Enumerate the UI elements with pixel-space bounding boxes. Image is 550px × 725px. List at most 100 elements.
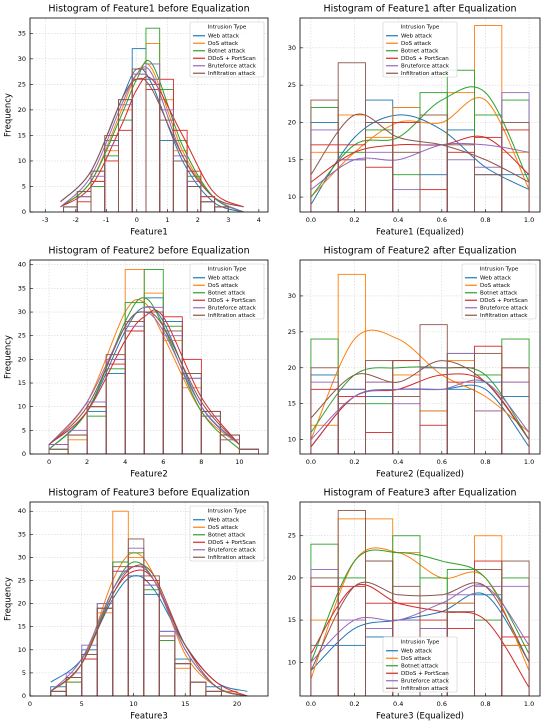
hist-bin	[474, 585, 503, 696]
hist-bin	[76, 201, 92, 212]
y-tick-label: 25	[288, 328, 296, 336]
hist-bin	[86, 410, 107, 454]
hist-bin	[186, 186, 202, 212]
axes-frame	[29, 259, 269, 455]
y-tick-label: 5	[22, 669, 26, 677]
y-tick-label: 25	[288, 81, 296, 89]
hist-bin	[419, 410, 448, 454]
axes-frame	[29, 17, 269, 213]
legend-label: DoS attack	[401, 41, 432, 47]
hist-bin	[76, 196, 92, 212]
y-tick-label: 0	[22, 208, 26, 216]
hist-bin	[419, 114, 448, 212]
legend-label: DDoS + PortScan	[480, 298, 528, 304]
kde-curve	[310, 360, 530, 440]
hist-bin	[104, 155, 119, 212]
hist-bin	[205, 690, 222, 696]
legend-label: Infiltration attack	[480, 313, 528, 319]
x-tick-label: -1	[103, 216, 109, 224]
x-tick-label: 0.8	[480, 216, 490, 224]
hist-bin	[158, 640, 176, 696]
hist-bin	[501, 644, 530, 696]
hist-bin	[124, 269, 145, 454]
x-tick-label: 0.8	[480, 700, 490, 708]
x-tick-label: 0	[135, 216, 139, 224]
legend-title: Intrusion Type	[208, 509, 247, 515]
legend-label: DoS attack	[208, 525, 239, 531]
legend-label: Infiltration attack	[208, 555, 256, 561]
x-tick-label: 6	[161, 458, 165, 466]
plot-area	[310, 25, 530, 212]
hist-bin	[200, 201, 216, 212]
kde-curve	[310, 114, 530, 205]
y-tick-label: 25	[288, 532, 296, 540]
hist-bin	[105, 373, 126, 454]
y-axis-label: Frequency	[4, 577, 14, 621]
hist-bin	[105, 354, 126, 454]
x-tick-label: 0.2	[349, 216, 359, 224]
hist-bin	[501, 381, 530, 454]
hist-bin	[419, 410, 448, 454]
hist-bin	[65, 681, 83, 696]
hist-bin	[63, 206, 78, 212]
hist-bin	[63, 206, 78, 212]
x-tick-label: 0.2	[349, 700, 359, 708]
y-tick-label: 15	[288, 616, 296, 624]
hist-bin	[205, 690, 222, 696]
y-tick-label: 35	[18, 284, 26, 292]
x-tick-label: 4	[123, 458, 127, 466]
hist-bin	[65, 677, 83, 696]
kde-curve	[50, 564, 248, 696]
x-tick-label: 8	[199, 458, 203, 466]
legend-label: Web attack	[401, 648, 433, 654]
hist-bin	[127, 575, 145, 696]
axes-frame	[299, 17, 541, 213]
hist-bin	[50, 690, 67, 696]
hist-bin	[118, 104, 133, 212]
hist-bin	[200, 201, 216, 212]
hist-bin	[189, 681, 207, 696]
legend-label: Web attack	[401, 33, 433, 39]
hist-bin	[50, 690, 67, 696]
hist-bin	[419, 92, 448, 212]
hist-bin	[474, 174, 503, 212]
x-tick-label: 0	[28, 700, 32, 708]
x-tick-label: 1.0	[524, 216, 534, 224]
hist-bin	[63, 206, 78, 212]
y-tick-label: 10	[18, 403, 26, 411]
hist-bin	[67, 434, 88, 454]
hist-bin	[419, 189, 448, 212]
hist-bin	[205, 690, 222, 696]
hist-bin	[200, 196, 216, 212]
hist-bin	[145, 78, 161, 212]
y-tick-label: 10	[18, 157, 26, 165]
hist-bin	[214, 206, 229, 212]
y-tick-label: 30	[18, 553, 26, 561]
legend-box	[461, 263, 537, 320]
x-tick-label: 0.6	[437, 458, 447, 466]
hist-bin	[310, 569, 339, 696]
x-tick-label: 0.8	[480, 458, 490, 466]
hist-bin	[214, 206, 229, 212]
hist-bin	[67, 429, 88, 454]
hist-bin	[337, 518, 366, 696]
x-tick-label: 2	[85, 458, 89, 466]
hist-bin	[67, 434, 88, 454]
kde-curve	[60, 59, 244, 212]
hist-bin	[127, 538, 145, 696]
axes-frame	[29, 501, 269, 697]
hist-bin	[104, 140, 119, 212]
legend-label: DDoS + PortScan	[208, 540, 256, 546]
hist-bin	[214, 206, 229, 212]
hist-bin	[90, 180, 106, 212]
legend-label: DDoS + PortScan	[208, 56, 256, 62]
x-tick-label: 1.0	[524, 700, 534, 708]
hist-bin	[365, 136, 394, 212]
x-tick-label: 10	[235, 458, 243, 466]
hist-bin	[419, 144, 448, 212]
legend-label: DDoS + PortScan	[401, 56, 449, 62]
legend-label: Botnet attack	[208, 290, 246, 296]
hist-bin	[76, 196, 92, 212]
legend-label: Botnet attack	[208, 48, 246, 54]
